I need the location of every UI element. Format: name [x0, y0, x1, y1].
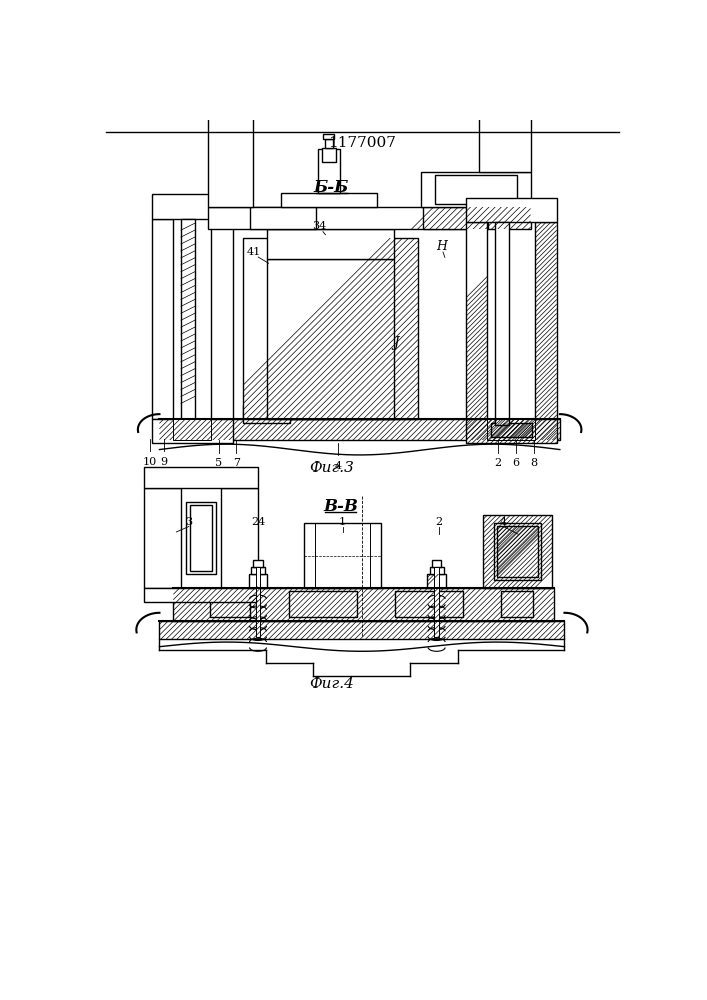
Polygon shape — [479, 111, 530, 172]
Polygon shape — [211, 219, 233, 419]
Polygon shape — [243, 238, 418, 419]
Polygon shape — [466, 222, 487, 419]
Polygon shape — [466, 419, 557, 443]
Circle shape — [496, 347, 503, 354]
Polygon shape — [421, 172, 530, 207]
Text: В-В: В-В — [323, 498, 358, 515]
Bar — [324, 134, 334, 139]
Polygon shape — [491, 423, 532, 437]
Text: 24: 24 — [251, 517, 265, 527]
Text: 34: 34 — [312, 221, 326, 231]
Text: 4: 4 — [500, 517, 507, 527]
Bar — [395, 591, 463, 617]
Bar — [495, 222, 509, 425]
Polygon shape — [173, 588, 554, 620]
Text: J: J — [394, 336, 399, 350]
Circle shape — [496, 396, 503, 403]
Circle shape — [496, 384, 503, 391]
Polygon shape — [208, 207, 530, 229]
Bar — [187, 502, 216, 574]
Text: 10: 10 — [143, 457, 158, 467]
Polygon shape — [208, 118, 252, 207]
Bar — [262, 269, 269, 411]
Circle shape — [496, 371, 503, 378]
Bar — [430, 567, 443, 574]
Bar — [501, 591, 533, 617]
Text: 3: 3 — [185, 517, 192, 527]
Bar — [250, 207, 316, 229]
Polygon shape — [144, 488, 181, 588]
Text: 4: 4 — [334, 461, 341, 471]
Polygon shape — [190, 505, 212, 571]
Bar — [173, 419, 211, 440]
Polygon shape — [160, 620, 564, 639]
Bar — [493, 523, 542, 580]
Bar — [434, 567, 439, 637]
Text: Н: Н — [437, 240, 448, 253]
Text: 8: 8 — [530, 458, 537, 468]
Bar — [322, 148, 336, 162]
Text: 9: 9 — [160, 457, 168, 467]
Bar — [435, 175, 517, 204]
Polygon shape — [497, 526, 538, 577]
Text: 2: 2 — [495, 458, 502, 468]
Bar — [256, 567, 260, 637]
Bar — [181, 219, 195, 425]
Polygon shape — [483, 515, 552, 588]
Polygon shape — [466, 198, 557, 222]
Circle shape — [496, 359, 503, 366]
Polygon shape — [243, 405, 291, 423]
Polygon shape — [249, 574, 267, 588]
Text: 1: 1 — [339, 517, 346, 527]
Bar — [325, 139, 333, 148]
Bar — [210, 591, 250, 617]
Bar — [304, 523, 381, 588]
Bar — [487, 419, 535, 440]
Bar — [288, 591, 356, 617]
Polygon shape — [144, 466, 258, 488]
Text: 6: 6 — [513, 458, 520, 468]
Polygon shape — [318, 149, 340, 193]
Polygon shape — [152, 419, 233, 443]
Text: Фиг.3: Фиг.3 — [309, 461, 354, 475]
Polygon shape — [144, 588, 258, 602]
Text: Б-Б: Б-Б — [313, 179, 349, 196]
Text: Фиг.4: Фиг.4 — [309, 677, 354, 691]
Polygon shape — [428, 574, 446, 588]
Polygon shape — [267, 229, 394, 259]
Polygon shape — [246, 280, 286, 296]
Bar — [251, 567, 265, 574]
Circle shape — [496, 334, 503, 341]
Text: 2: 2 — [436, 517, 443, 527]
Bar — [253, 560, 262, 567]
Polygon shape — [160, 419, 560, 440]
Polygon shape — [281, 193, 378, 207]
Polygon shape — [221, 488, 258, 588]
Bar — [267, 259, 394, 419]
Text: 1177007: 1177007 — [328, 136, 396, 150]
Text: 5: 5 — [215, 458, 222, 468]
Polygon shape — [152, 219, 173, 419]
Text: 41: 41 — [246, 247, 260, 257]
Bar — [423, 207, 489, 229]
Polygon shape — [152, 194, 233, 219]
Bar — [432, 560, 441, 567]
Polygon shape — [535, 222, 557, 419]
Circle shape — [496, 322, 503, 329]
Text: 7: 7 — [233, 458, 240, 468]
